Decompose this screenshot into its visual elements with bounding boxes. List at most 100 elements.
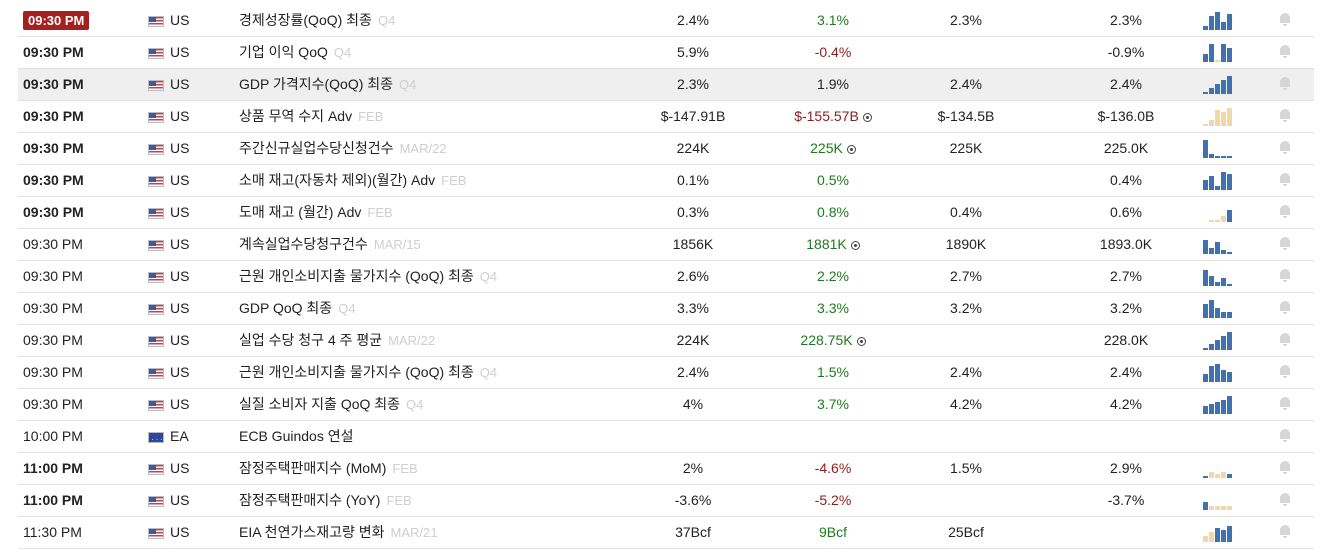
bell-icon[interactable]: [1280, 109, 1290, 122]
event-title[interactable]: 경제성장률(QoQ) 최종: [239, 12, 372, 28]
table-row[interactable]: 09:30 PM US 소매 재고(자동차 제외)(월간) Adv FEB 0.1% 0.…: [18, 165, 1314, 197]
bell-icon[interactable]: [1280, 365, 1290, 378]
bell-icon[interactable]: [1280, 45, 1290, 58]
alert-bell[interactable]: [1276, 421, 1296, 452]
event-title[interactable]: 주간신규실업수당신청건수: [239, 140, 394, 156]
table-row[interactable]: 09:30 PM US 도매 재고 (월간) Adv FEB 0.3% 0.8% 0.4% 0…: [18, 197, 1314, 229]
bell-icon[interactable]: [1280, 461, 1290, 474]
bell-icon[interactable]: [1280, 237, 1290, 250]
bell-icon[interactable]: [1280, 173, 1290, 186]
event-name[interactable]: 기업 이익 QoQ Q4: [239, 37, 659, 68]
event-title[interactable]: 계속실업수당청구건수: [239, 236, 368, 252]
event-name[interactable]: 근원 개인소비지출 물가지수 (QoQ) 최종 Q4: [239, 357, 659, 388]
event-name[interactable]: 잠정주택판매지수 (MoM) FEB: [239, 453, 659, 484]
table-row[interactable]: 09:30 PM US 계속실업수당청구건수 MAR/15 1856K 1881K 1890…: [18, 229, 1314, 261]
event-name[interactable]: GDP 가격지수(QoQ) 최종 Q4: [239, 69, 659, 100]
alert-bell[interactable]: [1276, 261, 1296, 292]
alert-bell[interactable]: [1276, 485, 1296, 516]
history-sparkline[interactable]: [1203, 229, 1243, 260]
table-row[interactable]: 11:00 PM US 잠정주택판매지수 (YoY) FEB -3.6% -5.2% -3.…: [18, 485, 1314, 517]
bell-icon[interactable]: [1280, 333, 1290, 346]
history-sparkline[interactable]: [1203, 485, 1243, 516]
alert-bell[interactable]: [1276, 5, 1296, 36]
event-name[interactable]: 경제성장률(QoQ) 최종 Q4: [239, 5, 659, 36]
history-sparkline[interactable]: [1203, 37, 1243, 68]
event-title[interactable]: 도매 재고 (월간) Adv: [239, 204, 362, 220]
event-title[interactable]: 근원 개인소비지출 물가지수 (QoQ) 최종: [239, 364, 474, 380]
table-row[interactable]: 11:00 PM US 잠정주택판매지수 (MoM) FEB 2% -4.6% 1.5% 2.…: [18, 453, 1314, 485]
history-sparkline[interactable]: [1203, 421, 1243, 452]
event-title[interactable]: 상품 무역 수지 Adv: [239, 108, 353, 124]
event-title[interactable]: GDP QoQ 최종: [239, 300, 333, 316]
alert-bell[interactable]: [1276, 133, 1296, 164]
history-sparkline[interactable]: [1203, 293, 1243, 324]
history-sparkline[interactable]: [1203, 453, 1243, 484]
alert-bell[interactable]: [1276, 165, 1296, 196]
alert-bell[interactable]: [1276, 101, 1296, 132]
event-title[interactable]: 소매 재고(자동차 제외)(월간) Adv: [239, 172, 436, 188]
event-title[interactable]: EIA 천연가스재고량 변화: [239, 524, 385, 540]
alert-bell[interactable]: [1276, 69, 1296, 100]
history-sparkline[interactable]: [1203, 389, 1243, 420]
event-title[interactable]: 실질 소비자 지출 QoQ 최종: [239, 396, 401, 412]
bell-icon[interactable]: [1280, 397, 1290, 410]
history-sparkline[interactable]: [1203, 101, 1243, 132]
event-title[interactable]: 기업 이익 QoQ: [239, 44, 328, 60]
table-row[interactable]: 09:30 PM US 기업 이익 QoQ Q4 5.9% -0.4% -0.9%: [18, 37, 1314, 69]
alert-bell[interactable]: [1276, 517, 1296, 548]
bell-icon[interactable]: [1280, 141, 1290, 154]
history-sparkline[interactable]: [1203, 197, 1243, 228]
history-sparkline[interactable]: [1203, 5, 1243, 36]
bell-icon[interactable]: [1280, 525, 1290, 538]
table-row[interactable]: 09:30 PM US GDP QoQ 최종 Q4 3.3% 3.3% 3.2% 3.2%: [18, 293, 1314, 325]
event-title[interactable]: 잠정주택판매지수 (MoM): [239, 460, 387, 476]
event-name[interactable]: 근원 개인소비지출 물가지수 (QoQ) 최종 Q4: [239, 261, 659, 292]
event-name[interactable]: ECB Guindos 연설: [239, 421, 659, 452]
table-row[interactable]: 09:30 PM US 근원 개인소비지출 물가지수 (QoQ) 최종 Q4 2.6% 2…: [18, 261, 1314, 293]
history-sparkline[interactable]: [1203, 69, 1243, 100]
bell-icon[interactable]: [1280, 493, 1290, 506]
alert-bell[interactable]: [1276, 293, 1296, 324]
table-row[interactable]: 09:30 PM US GDP 가격지수(QoQ) 최종 Q4 2.3% 1.9% 2.4%…: [18, 69, 1314, 101]
history-sparkline[interactable]: [1203, 357, 1243, 388]
history-sparkline[interactable]: [1203, 517, 1243, 548]
table-row[interactable]: 09:30 PM US 상품 무역 수지 Adv FEB $-147.91B $-155.…: [18, 101, 1314, 133]
bell-icon[interactable]: [1280, 429, 1290, 442]
alert-bell[interactable]: [1276, 229, 1296, 260]
event-title[interactable]: 잠정주택판매지수 (YoY): [239, 492, 381, 508]
bell-icon[interactable]: [1280, 269, 1290, 282]
table-row[interactable]: 09:30 PM US 실질 소비자 지출 QoQ 최종 Q4 4% 3.7% 4.2% 4.…: [18, 389, 1314, 421]
event-title[interactable]: 실업 수당 청구 4 주 평균: [239, 332, 383, 348]
alert-bell[interactable]: [1276, 453, 1296, 484]
event-name[interactable]: 상품 무역 수지 Adv FEB: [239, 101, 659, 132]
alert-bell[interactable]: [1276, 357, 1296, 388]
table-row[interactable]: 10:00 PM EA ECB Guindos 연설: [18, 421, 1314, 455]
event-name[interactable]: GDP QoQ 최종 Q4: [239, 293, 659, 324]
event-title[interactable]: ECB Guindos 연설: [239, 428, 354, 444]
alert-bell[interactable]: [1276, 197, 1296, 228]
event-title[interactable]: 근원 개인소비지출 물가지수 (QoQ) 최종: [239, 268, 474, 284]
event-name[interactable]: 잠정주택판매지수 (YoY) FEB: [239, 485, 659, 516]
table-row[interactable]: 09:30 PM US 경제성장률(QoQ) 최종 Q4 2.4% 3.1% 2.3% 2.3…: [18, 5, 1314, 37]
history-sparkline[interactable]: [1203, 133, 1243, 164]
bell-icon[interactable]: [1280, 205, 1290, 218]
event-title[interactable]: GDP 가격지수(QoQ) 최종: [239, 76, 394, 92]
history-sparkline[interactable]: [1203, 165, 1243, 196]
bell-icon[interactable]: [1280, 13, 1290, 26]
event-name[interactable]: 실업 수당 청구 4 주 평균 MAR/22: [239, 325, 659, 356]
table-row[interactable]: 09:30 PM US 근원 개인소비지출 물가지수 (QoQ) 최종 Q4 2.4% 1…: [18, 357, 1314, 389]
alert-bell[interactable]: [1276, 325, 1296, 356]
table-row[interactable]: 11:30 PM US EIA 천연가스재고량 변화 MAR/21 37Bcf 9Bcf 2…: [18, 517, 1314, 549]
table-row[interactable]: 09:30 PM US 실업 수당 청구 4 주 평균 MAR/22 224K 228.7…: [18, 325, 1314, 357]
event-name[interactable]: EIA 천연가스재고량 변화 MAR/21: [239, 517, 659, 548]
table-row[interactable]: 09:30 PM US 주간신규실업수당신청건수 MAR/22 224K 225K 225K…: [18, 133, 1314, 165]
alert-bell[interactable]: [1276, 37, 1296, 68]
bell-icon[interactable]: [1280, 77, 1290, 90]
bell-icon[interactable]: [1280, 301, 1290, 314]
event-name[interactable]: 주간신규실업수당신청건수 MAR/22: [239, 133, 659, 164]
event-name[interactable]: 계속실업수당청구건수 MAR/15: [239, 229, 659, 260]
event-name[interactable]: 실질 소비자 지출 QoQ 최종 Q4: [239, 389, 659, 420]
history-sparkline[interactable]: [1203, 325, 1243, 356]
event-name[interactable]: 소매 재고(자동차 제외)(월간) Adv FEB: [239, 165, 659, 196]
event-name[interactable]: 도매 재고 (월간) Adv FEB: [239, 197, 659, 228]
